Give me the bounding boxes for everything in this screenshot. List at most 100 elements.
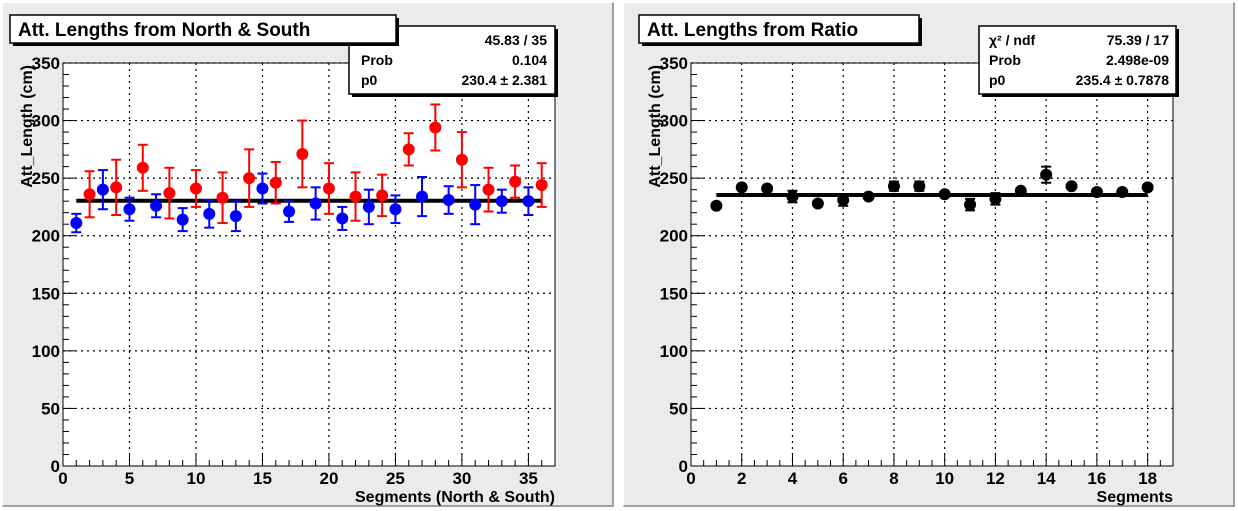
left-data-point-1 <box>389 194 402 225</box>
left-x-axis-title: Segments (North & South) <box>355 489 555 506</box>
left-marker <box>70 217 83 230</box>
left-marker <box>509 175 522 188</box>
right-x-tick-label: 4 <box>788 469 798 488</box>
left-chart-title: Att. Lengths from North & South <box>18 20 310 41</box>
right-chart-pad: 0 50 100 150 200 250 300 350 0 2 4 6 8 10 12 14 16 18 Segm… <box>623 2 1235 507</box>
right-data-point-0 <box>735 181 748 194</box>
left-data-point-1 <box>495 188 508 214</box>
left-stats-value: 0.104 <box>512 52 547 68</box>
left-y-tick-label: 0 <box>51 457 60 476</box>
left-x-tick-label: 15 <box>253 469 272 488</box>
right-y-tick-label: 100 <box>660 342 688 361</box>
left-marker <box>296 147 309 160</box>
left-data-point-1 <box>256 172 269 205</box>
right-marker <box>1014 184 1027 197</box>
right-y-tick-label: 50 <box>669 399 688 418</box>
right-stats-value: 2.498e-09 <box>1106 52 1169 68</box>
left-marker <box>216 191 229 204</box>
left-data-point-1 <box>123 196 136 222</box>
left-data-point-0 <box>376 173 389 218</box>
right-y-axis-title: Att_Length (cm) <box>647 65 664 188</box>
left-y-tick-label: 350 <box>32 54 60 73</box>
left-marker <box>189 182 202 195</box>
left-chart-pad: 0 50 100 150 200 250 300 350 0 5 10 15 20 25 30 35 Segme… <box>2 2 614 507</box>
right-marker <box>1090 185 1103 198</box>
right-data-point-0 <box>710 199 723 212</box>
left-x-tick-label: 0 <box>58 469 67 488</box>
left-marker <box>110 181 123 194</box>
right-x-tick-label: 14 <box>1037 469 1056 488</box>
right-marker <box>1141 181 1154 194</box>
left-marker <box>429 121 442 134</box>
left-marker <box>522 195 535 208</box>
left-x-tick-label: 10 <box>187 469 206 488</box>
right-marker <box>989 192 1002 205</box>
right-marker <box>1040 168 1053 181</box>
left-marker <box>163 187 176 200</box>
left-stats-value: 45.83 / 35 <box>485 32 547 48</box>
right-x-tick-label: 2 <box>737 469 746 488</box>
left-x-tick-label: 20 <box>319 469 338 488</box>
right-chart-canvas: 0 50 100 150 200 250 300 350 0 2 4 6 8 10 12 14 16 18Segm… <box>638 14 1179 506</box>
right-marker <box>786 190 799 203</box>
right-marker <box>862 190 875 203</box>
right-stats-box <box>978 25 1177 95</box>
right-x-tick-label: 6 <box>838 469 847 488</box>
right-y-tick-label: 0 <box>679 457 688 476</box>
right-data-point-0 <box>786 189 799 204</box>
left-y-tick-label: 300 <box>32 112 60 131</box>
left-marker <box>349 190 362 203</box>
left-data-point-1 <box>362 188 375 226</box>
right-stats-label: Prob <box>989 52 1021 68</box>
right-title-box <box>638 14 920 44</box>
left-x-tick-label: 35 <box>519 469 538 488</box>
right-data-point-0 <box>1040 165 1053 184</box>
left-data-point-1 <box>442 185 455 215</box>
left-data-point-0 <box>110 158 123 216</box>
right-x-tick-label: 18 <box>1138 469 1157 488</box>
right-marker <box>837 194 850 207</box>
left-data-point-0 <box>189 169 202 208</box>
left-marker <box>416 190 429 203</box>
right-marker <box>811 197 824 210</box>
left-marker <box>283 205 296 218</box>
left-data-point-1 <box>336 205 349 231</box>
left-data-point-1 <box>96 169 109 211</box>
left-data-point-0 <box>349 171 362 222</box>
right-y-tick-label: 150 <box>660 284 688 303</box>
right-data-point-0 <box>1014 184 1027 197</box>
left-data-point-1 <box>150 193 163 219</box>
left-data-point-1 <box>416 175 429 218</box>
left-y-tick-label: 150 <box>32 284 60 303</box>
left-marker <box>123 203 136 216</box>
right-data-point-0 <box>1141 181 1154 194</box>
right-data-point-0 <box>964 197 977 212</box>
left-stats-value: 230.4 ± 2.381 <box>461 72 547 88</box>
left-marker <box>376 189 389 202</box>
left-marker <box>309 197 322 210</box>
left-marker <box>150 199 163 212</box>
right-stats-label: p0 <box>989 72 1006 88</box>
right-y-tick-label: 250 <box>660 169 688 188</box>
left-data-point-0 <box>482 166 495 213</box>
left-marker <box>203 207 216 220</box>
right-stats-value: 75.39 / 17 <box>1107 32 1169 48</box>
left-data-point-0 <box>216 171 229 225</box>
left-data-point-0 <box>322 162 335 215</box>
left-title-box <box>9 14 397 44</box>
left-y-axis-title: Att_Length (cm) <box>19 65 36 188</box>
right-marker <box>735 181 748 194</box>
right-marker <box>964 198 977 211</box>
left-marker <box>336 212 349 225</box>
left-marker <box>455 153 468 166</box>
left-marker <box>389 203 402 216</box>
right-data-point-0 <box>1065 180 1078 193</box>
left-marker <box>176 213 189 226</box>
left-marker <box>322 182 335 195</box>
left-data-point-1 <box>283 200 296 223</box>
right-x-axis-title: Segments <box>1097 489 1174 506</box>
right-data-point-0 <box>989 192 1002 206</box>
left-marker <box>495 195 508 208</box>
right-data-point-0 <box>837 193 850 207</box>
right-data-point-0 <box>761 182 774 195</box>
